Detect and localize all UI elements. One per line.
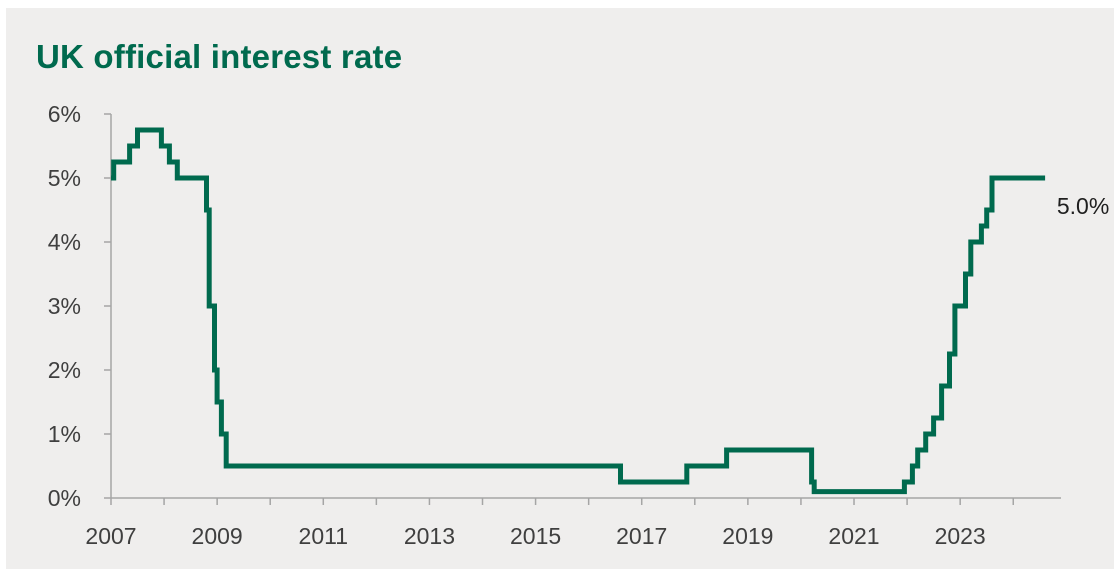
y-tick-label: 0% bbox=[48, 485, 81, 511]
y-tick-label: 4% bbox=[48, 229, 81, 255]
x-tick-label: 2017 bbox=[616, 523, 667, 549]
rate-series-line bbox=[111, 127, 1046, 495]
y-tick-label: 1% bbox=[48, 421, 81, 447]
tick-labels: 0% 1% 2% 3% 4% 5% 6% 2007 2009 2011 2013 2015 2017 20… bbox=[48, 101, 986, 549]
x-tick-label: 2013 bbox=[404, 523, 455, 549]
series-layer bbox=[111, 127, 1046, 495]
x-tick-label: 2011 bbox=[299, 523, 348, 549]
y-tick-label: 5% bbox=[48, 165, 81, 191]
axes bbox=[104, 113, 1061, 505]
end-value-label: 5.0% bbox=[1057, 193, 1109, 219]
x-tick-label: 2009 bbox=[192, 523, 243, 549]
y-tick-label: 6% bbox=[48, 101, 81, 127]
x-tick-label: 2021 bbox=[828, 523, 879, 549]
x-tick-label: 2019 bbox=[722, 523, 773, 549]
chart-title: UK official interest rate bbox=[36, 38, 403, 75]
y-tick-label: 3% bbox=[48, 293, 81, 319]
x-tick-label: 2007 bbox=[85, 523, 136, 549]
chart-panel bbox=[6, 8, 1114, 569]
x-tick-label: 2015 bbox=[510, 523, 561, 549]
x-tick-label: 2023 bbox=[935, 523, 986, 549]
y-tick-label: 2% bbox=[48, 357, 81, 383]
